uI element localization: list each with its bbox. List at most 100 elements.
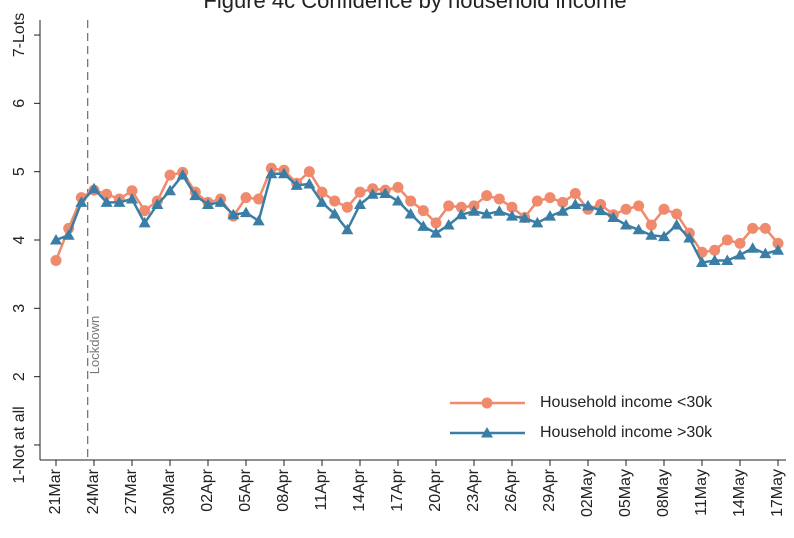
- data-point: [455, 208, 468, 220]
- x-tick-label: 23Apr: [465, 468, 482, 511]
- data-point: [138, 216, 151, 228]
- data-point: [126, 193, 138, 204]
- data-point: [417, 220, 430, 231]
- data-point: [518, 212, 531, 223]
- data-point: [151, 198, 164, 209]
- data-point: [126, 185, 138, 197]
- x-tick-label: 14Apr: [351, 468, 368, 511]
- data-point: [404, 208, 417, 219]
- data-point: [214, 196, 227, 207]
- data-point: [341, 201, 353, 213]
- data-point: [633, 200, 645, 212]
- data-point: [594, 204, 607, 216]
- data-point: [721, 234, 733, 246]
- y-tick-label: 2: [11, 372, 28, 381]
- data-point: [709, 244, 721, 256]
- data-point: [50, 254, 62, 266]
- data-point: [240, 192, 252, 204]
- x-tick-label: 29Apr: [541, 468, 558, 511]
- data-point: [632, 223, 645, 235]
- data-point: [670, 218, 683, 230]
- data-point: [480, 208, 493, 219]
- y-tick-label: 4: [11, 235, 28, 244]
- data-point: [645, 229, 658, 240]
- data-point: [759, 247, 772, 259]
- data-point: [392, 195, 404, 206]
- data-point: [772, 244, 784, 255]
- data-point: [290, 179, 303, 190]
- x-tick-label: 05May: [617, 469, 634, 517]
- data-point: [50, 234, 62, 245]
- x-tick-label: 11May: [693, 469, 710, 516]
- data-point: [62, 229, 75, 240]
- data-point: [164, 184, 176, 196]
- data-point: [303, 177, 316, 189]
- x-tick-label: 21Mar: [47, 468, 64, 514]
- data-point: [379, 187, 392, 199]
- data-point: [202, 198, 214, 209]
- data-point: [329, 195, 341, 207]
- y-tick-label: 3: [11, 304, 28, 313]
- data-point: [455, 201, 467, 213]
- legend-label: Household income >30k: [540, 424, 713, 441]
- x-tick-label: 17May: [769, 469, 786, 517]
- y-tick-label: 5: [11, 167, 28, 176]
- data-point: [252, 214, 265, 226]
- data-point: [506, 201, 518, 213]
- data-point: [544, 192, 556, 204]
- data-point: [544, 210, 556, 221]
- legend-marker: [481, 397, 493, 409]
- data-point: [645, 219, 657, 231]
- data-point: [405, 195, 417, 207]
- data-point: [354, 186, 366, 198]
- data-point: [417, 205, 429, 217]
- data-point: [278, 167, 290, 179]
- y-tick-label: 6: [11, 99, 28, 108]
- data-point: [430, 217, 442, 229]
- x-tick-label: 17Apr: [389, 468, 406, 511]
- data-point: [493, 205, 506, 216]
- data-point: [227, 208, 240, 220]
- data-point: [658, 230, 670, 242]
- data-point: [582, 199, 594, 211]
- data-point: [265, 167, 278, 179]
- data-point: [683, 231, 696, 243]
- data-point: [442, 218, 455, 230]
- x-tick-label: 20Apr: [427, 468, 444, 511]
- data-point: [506, 210, 518, 221]
- data-point: [328, 208, 341, 219]
- data-point: [607, 211, 620, 222]
- data-point: [531, 195, 543, 207]
- x-tick-label: 02Apr: [199, 468, 216, 511]
- x-tick-label: 30Mar: [161, 468, 178, 514]
- data-point: [569, 198, 582, 209]
- x-tick-label: 14May: [731, 469, 748, 517]
- data-point: [240, 206, 252, 218]
- data-point: [189, 189, 202, 201]
- data-point: [696, 256, 708, 268]
- legend-marker: [481, 427, 493, 438]
- data-point: [671, 208, 683, 220]
- data-point: [708, 254, 721, 265]
- series-line: [54, 166, 779, 261]
- data-point: [164, 169, 176, 181]
- data-point: [316, 196, 328, 207]
- data-point: [100, 196, 113, 207]
- data-point: [746, 242, 759, 253]
- data-point: [747, 222, 759, 234]
- data-point: [557, 196, 569, 208]
- data-point: [620, 218, 632, 230]
- data-point: [316, 186, 328, 198]
- data-point: [468, 205, 480, 216]
- data-point: [354, 198, 366, 209]
- data-point: [366, 188, 379, 199]
- x-tick-label: 27Mar: [123, 468, 140, 514]
- y-tick-label: 7-Lots: [11, 13, 28, 57]
- data-point: [759, 222, 771, 234]
- data-point: [481, 190, 493, 202]
- y-tick-label: 1-Not at all: [11, 406, 28, 483]
- data-point: [556, 205, 569, 216]
- data-point: [101, 188, 113, 200]
- data-point: [493, 193, 505, 205]
